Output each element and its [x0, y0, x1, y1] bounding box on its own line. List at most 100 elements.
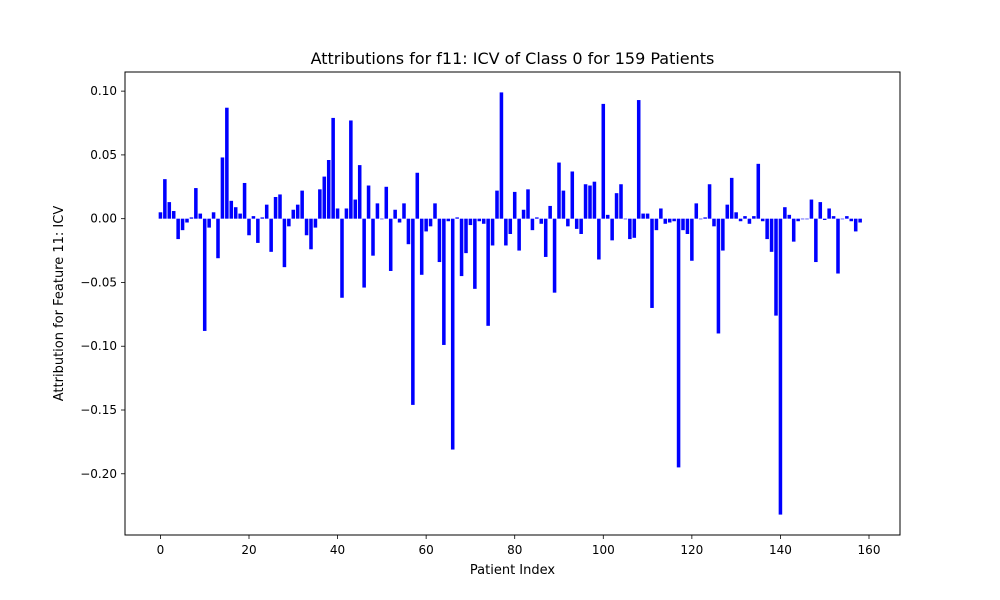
bar-patient-148 — [814, 218, 818, 263]
bar-patient-77 — [499, 92, 504, 219]
y-tick-label: −0.15 — [80, 403, 117, 417]
bar-patient-141 — [783, 207, 787, 219]
bar-patient-72 — [477, 218, 482, 222]
bar-patient-133 — [747, 218, 752, 224]
bar-patient-153 — [836, 218, 840, 274]
bar-patient-125 — [712, 218, 716, 227]
x-tick-label: 160 — [858, 543, 881, 557]
bar-patient-142 — [787, 214, 792, 219]
bar-patient-50 — [380, 218, 384, 220]
bar-patient-76 — [495, 190, 499, 219]
bar-patient-86 — [539, 218, 544, 224]
bar-patient-134 — [752, 216, 756, 219]
bar-patient-49 — [375, 203, 380, 219]
bar-patient-87 — [543, 218, 548, 257]
bar-patient-32 — [300, 190, 304, 219]
bar-patient-26 — [273, 197, 278, 219]
bar-patient-10 — [202, 218, 207, 331]
bar-patient-29 — [287, 218, 291, 227]
bar-patient-113 — [659, 208, 663, 219]
bar-patient-62 — [433, 203, 437, 219]
bar-patient-100 — [601, 103, 606, 219]
bar-patient-81 — [517, 218, 521, 251]
bar-patient-25 — [269, 218, 273, 252]
y-axis: 0.10 0.05 0.00 −0.05 −0.10 −0.15 −0.20 — [80, 84, 125, 481]
bar-patient-115 — [667, 218, 672, 223]
bar-patient-5 — [180, 218, 185, 231]
bar-patient-95 — [579, 218, 583, 234]
bar-patient-27 — [278, 194, 282, 219]
bar-patient-130 — [734, 212, 738, 219]
bar-patient-97 — [588, 185, 592, 219]
bar-patient-143 — [791, 218, 796, 242]
bar-patient-145 — [800, 218, 805, 220]
bar-patient-40 — [335, 208, 340, 219]
bar-patient-151 — [827, 208, 831, 219]
bar-patient-48 — [371, 218, 375, 256]
bar-patient-158 — [858, 218, 862, 223]
bar-patient-85 — [535, 217, 539, 219]
bar-patient-155 — [845, 216, 849, 219]
bar-patient-73 — [481, 218, 486, 224]
bar-patient-91 — [561, 190, 566, 219]
bar-patient-41 — [340, 218, 344, 298]
bar-patient-114 — [663, 218, 668, 224]
x-tick-label: 100 — [592, 543, 615, 557]
bar-patient-47 — [366, 185, 371, 219]
bar-patient-33 — [304, 218, 309, 236]
chart-title: Attributions for f11: ICV of Class 0 for… — [311, 49, 715, 68]
bar-patient-31 — [295, 204, 300, 219]
bar-patient-90 — [557, 162, 561, 219]
bar-patient-64 — [442, 218, 446, 345]
bar-patient-17 — [233, 207, 238, 219]
bar-patient-52 — [388, 218, 393, 271]
x-tick-label: 120 — [680, 543, 703, 557]
bars-group — [158, 92, 862, 515]
bar-patient-157 — [853, 218, 858, 232]
bar-patient-128 — [725, 204, 730, 219]
bar-patient-126 — [716, 218, 721, 334]
bar-patient-59 — [419, 218, 424, 275]
bar-patient-51 — [384, 186, 389, 219]
bar-patient-146 — [805, 218, 809, 220]
x-tick-label: 40 — [330, 543, 345, 557]
bar-patient-46 — [362, 218, 366, 288]
bar-patient-99 — [597, 218, 601, 260]
bar-patient-123 — [703, 217, 707, 219]
y-tick-label: −0.10 — [80, 339, 117, 353]
bar-patient-98 — [592, 181, 597, 219]
bar-patient-74 — [486, 218, 490, 326]
bar-patient-34 — [309, 218, 313, 250]
bar-patient-28 — [282, 218, 287, 268]
bar-patient-112 — [654, 218, 659, 231]
bar-patient-80 — [512, 191, 517, 219]
bar-patient-20 — [247, 218, 251, 236]
bar-patient-119 — [685, 218, 690, 234]
bar-patient-60 — [424, 218, 428, 232]
x-tick-label: 140 — [769, 543, 792, 557]
bar-patient-39 — [331, 117, 335, 219]
bar-patient-38 — [326, 160, 331, 219]
y-tick-label: 0.05 — [90, 148, 117, 162]
bar-patient-67 — [455, 217, 459, 219]
plot-frame — [124, 71, 901, 536]
bar-patient-21 — [251, 216, 256, 219]
bar-patient-13 — [216, 218, 220, 259]
bar-patient-22 — [256, 218, 260, 243]
bar-patient-139 — [774, 218, 778, 316]
y-tick-label: 0.10 — [90, 84, 117, 98]
bar-patient-144 — [796, 218, 800, 222]
bar-patient-58 — [415, 172, 420, 219]
bar-patient-54 — [397, 218, 402, 223]
bar-patient-7 — [189, 217, 194, 219]
bar-patient-63 — [437, 218, 442, 263]
bar-patient-156 — [849, 218, 854, 222]
bar-patient-1 — [163, 179, 167, 219]
bar-patient-110 — [645, 213, 650, 219]
bar-patient-2 — [167, 202, 172, 219]
bar-patient-78 — [504, 218, 508, 246]
bar-patient-56 — [406, 218, 411, 245]
bar-patient-16 — [229, 200, 234, 219]
bar-patient-129 — [729, 177, 734, 219]
bar-patient-71 — [473, 218, 477, 289]
